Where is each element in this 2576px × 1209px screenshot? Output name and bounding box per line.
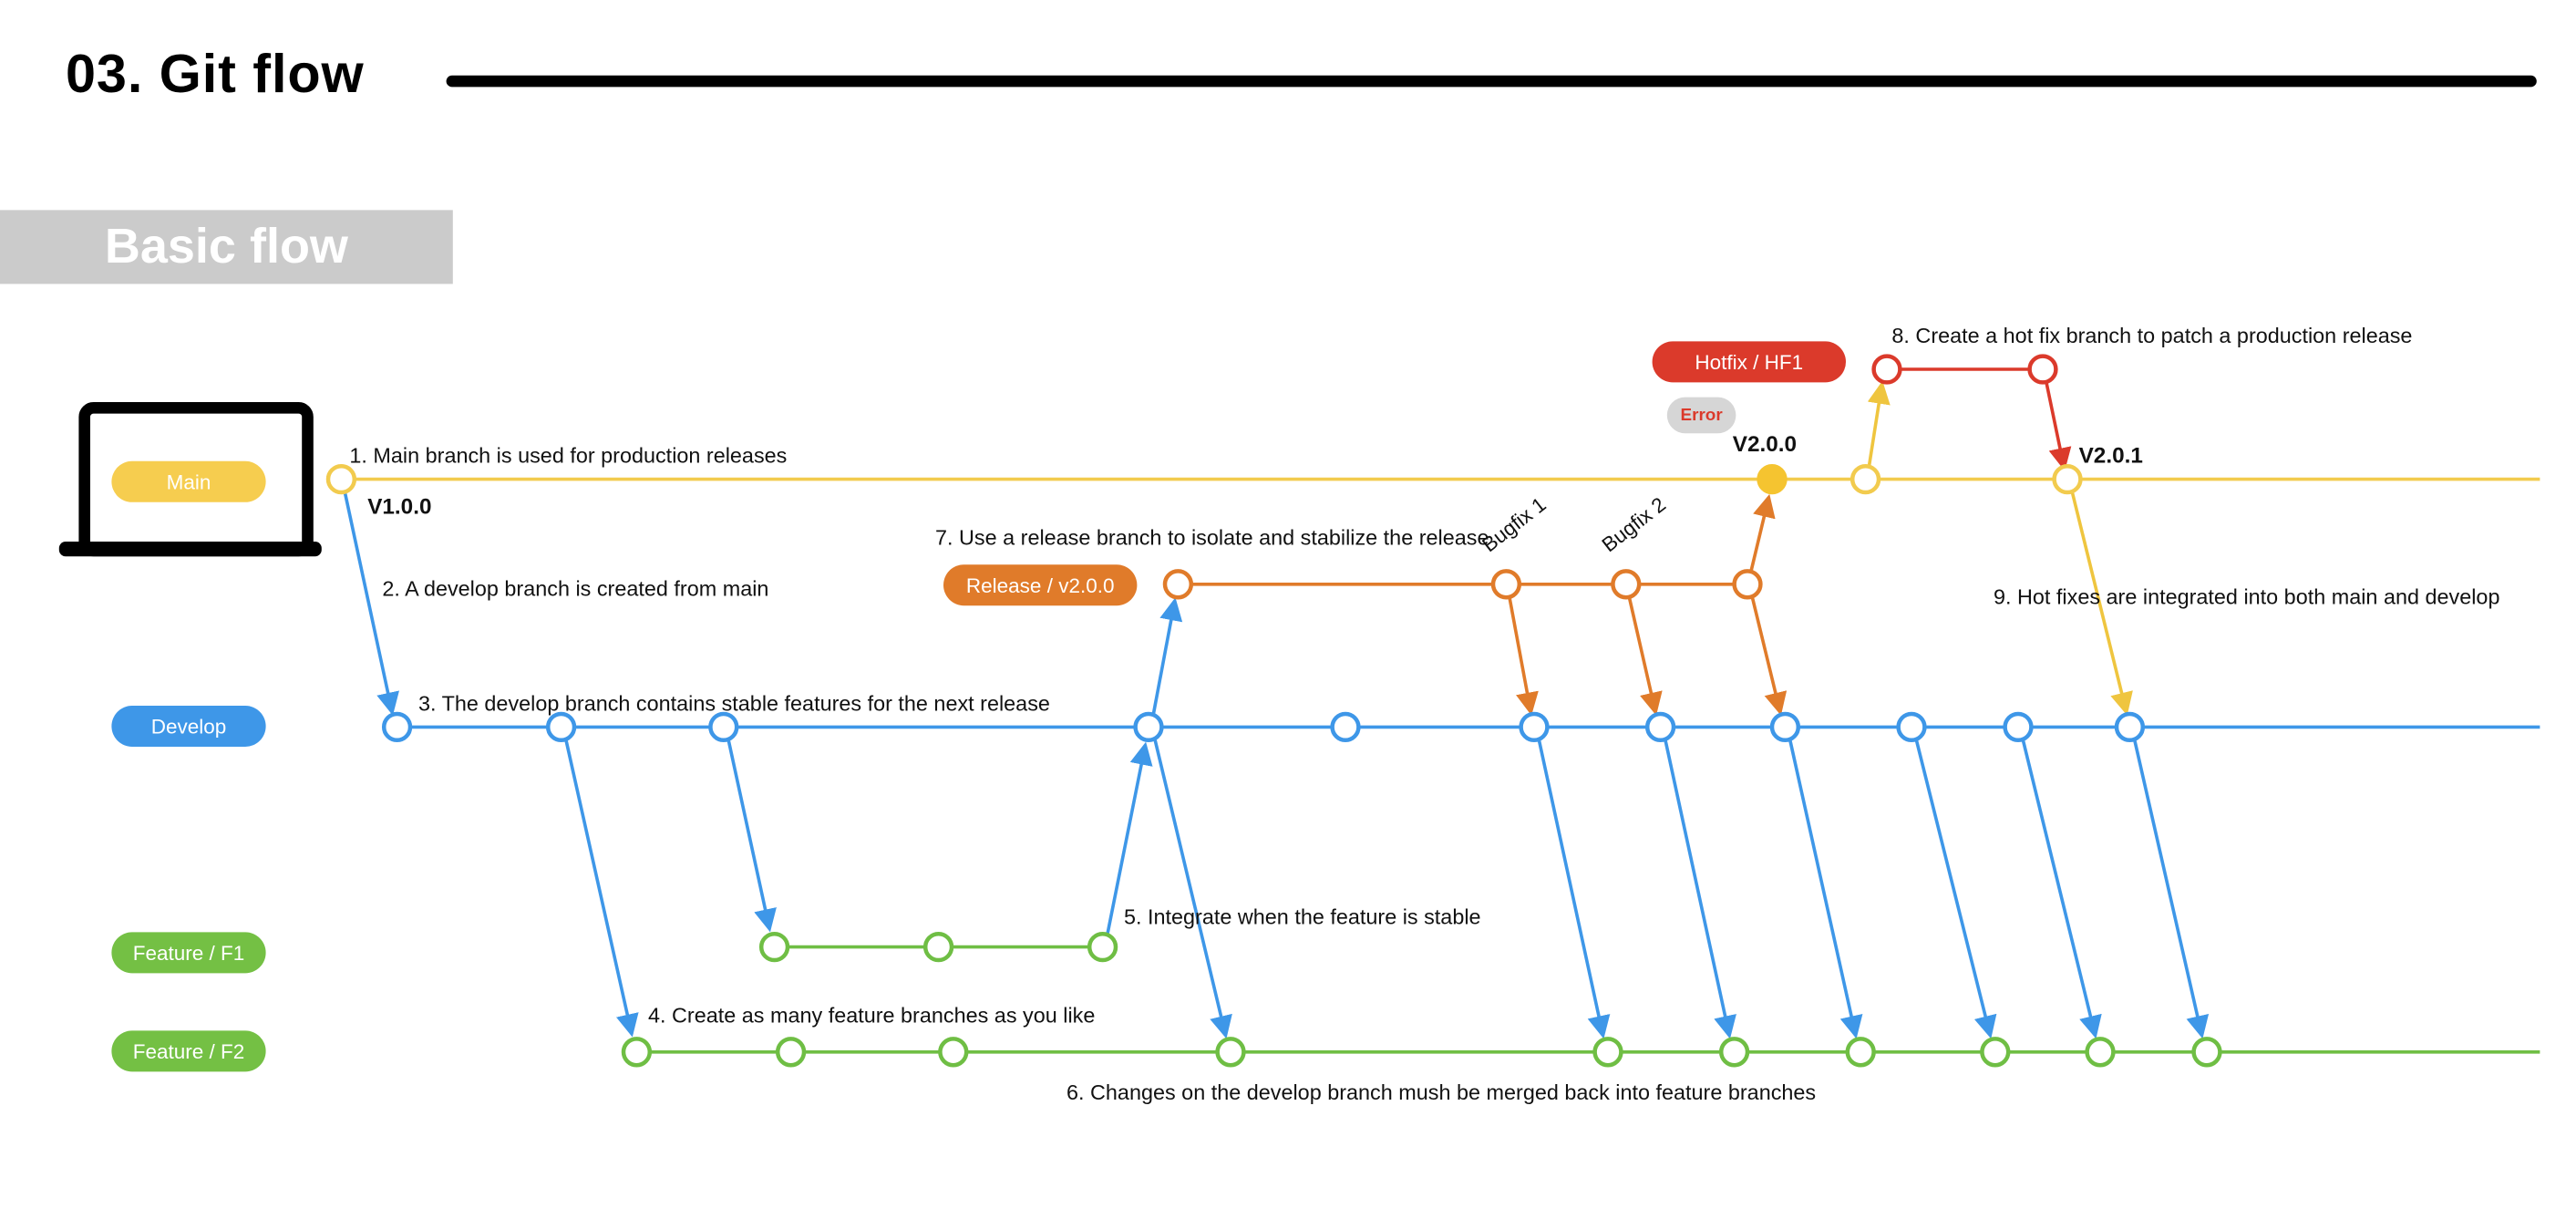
arrow-main-to-hotfix bbox=[1867, 380, 1891, 469]
commit-node-bugfix2 bbox=[1611, 569, 1642, 600]
annotation-7: 7. Use a release branch to isolate and s… bbox=[935, 525, 1489, 550]
commit-node bbox=[2027, 354, 2058, 385]
commit-node bbox=[708, 711, 739, 743]
commit-node bbox=[2114, 711, 2146, 743]
annotation-9: 9. Hot fixes are integrated into both ma… bbox=[1994, 584, 2500, 609]
feature1-branch-commits bbox=[758, 931, 1118, 963]
commit-node bbox=[922, 931, 954, 963]
arrow-develop-merge-feature2 bbox=[1153, 739, 1232, 1039]
commit-node bbox=[1732, 569, 1763, 600]
annotation-1: 1. Main branch is used for production re… bbox=[349, 443, 788, 468]
commit-node bbox=[1087, 931, 1118, 963]
annotation-5: 5. Integrate when the feature is stable bbox=[1124, 904, 1481, 929]
annotation-4: 4. Create as many feature branches as yo… bbox=[648, 1002, 1096, 1028]
section-label: Basic flow bbox=[104, 220, 348, 274]
commit-node bbox=[1330, 711, 1361, 743]
branch-label-hotfix: Hotfix / HF1 bbox=[1652, 341, 1846, 383]
commit-node bbox=[758, 931, 790, 963]
commit-node bbox=[1133, 711, 1164, 743]
commit-node bbox=[775, 1037, 807, 1068]
arrow-hotfix-merge-develop bbox=[2070, 491, 2133, 716]
release-branch-commits bbox=[1162, 569, 1763, 600]
develop-branch-commits bbox=[381, 711, 2146, 743]
commit-node bbox=[1718, 1037, 1750, 1068]
arrow-hotfix-merge-main bbox=[2044, 380, 2072, 471]
feature2-branch-commits bbox=[621, 1037, 2222, 1068]
branch-merge-arrows bbox=[343, 380, 2210, 1039]
commit-node bbox=[1769, 711, 1801, 743]
commit-node bbox=[325, 463, 357, 495]
arrow-develop-merge-feature2 bbox=[2021, 739, 2102, 1039]
commit-node bbox=[1215, 1037, 1246, 1068]
commit-node bbox=[1980, 1037, 2011, 1068]
annotation-6: 6. Changes on the develop branch mush be… bbox=[1066, 1080, 1817, 1105]
commit-node bbox=[2003, 711, 2034, 743]
arrow-feature1-merge-develop bbox=[1106, 741, 1153, 935]
commit-node bbox=[1644, 711, 1676, 743]
arrow-release-merge-develop bbox=[1750, 596, 1788, 716]
main-branch-commits bbox=[325, 463, 2083, 495]
branch-label-release: Release / v2.0.0 bbox=[943, 564, 1138, 606]
commit-node bbox=[545, 711, 577, 743]
arrow-main-to-develop bbox=[343, 490, 399, 716]
commit-node bbox=[1592, 1037, 1623, 1068]
annotation-8: 8. Create a hot fix branch to patch a pr… bbox=[1891, 323, 2413, 348]
commit-node bbox=[2191, 1037, 2222, 1068]
commit-node-v200 bbox=[1757, 463, 1788, 495]
commit-node bbox=[1845, 1037, 1876, 1068]
hotfix-branch-commits bbox=[1871, 354, 2058, 385]
tag-v2-0-0: V2.0.0 bbox=[1732, 431, 1798, 457]
arrow-develop-to-feature2 bbox=[564, 739, 639, 1038]
commit-node-bugfix1 bbox=[1490, 569, 1522, 600]
commit-node-v201 bbox=[2052, 463, 2083, 495]
error-badge: Error bbox=[1666, 397, 1736, 434]
commit-node bbox=[1162, 569, 1194, 600]
laptop-base-icon bbox=[58, 542, 322, 557]
arrow-develop-merge-feature2 bbox=[1664, 739, 1736, 1039]
section-header: Basic flow bbox=[0, 210, 453, 284]
branch-label-main: Main bbox=[111, 460, 266, 502]
arrow-release-merge-main bbox=[1748, 493, 1776, 574]
branch-label-feature1: Feature / F1 bbox=[111, 932, 266, 974]
branch-label-feature2: Feature / F2 bbox=[111, 1030, 266, 1072]
commit-node bbox=[2085, 1037, 2116, 1068]
arrow-develop-merge-feature2 bbox=[1914, 739, 1997, 1039]
tag-v1-0-0: V1.0.0 bbox=[367, 493, 432, 519]
arrow-develop-merge-feature2 bbox=[1788, 739, 1863, 1039]
annotation-2: 2. A develop branch is created from main bbox=[382, 575, 769, 601]
branch-label-develop: Develop bbox=[111, 706, 266, 747]
title-rule bbox=[446, 75, 2537, 88]
arrow-bugfix2-merge-develop bbox=[1627, 596, 1663, 716]
tag-v2-0-1: V2.0.1 bbox=[2078, 443, 2143, 468]
commit-node bbox=[1850, 463, 1881, 495]
commit-node bbox=[1871, 354, 1902, 385]
arrow-develop-to-feature1 bbox=[726, 739, 777, 933]
annotation-3: 3. The develop branch contains stable fe… bbox=[418, 690, 1050, 716]
arrow-bugfix1-merge-develop bbox=[1508, 596, 1539, 716]
commit-node bbox=[381, 711, 413, 743]
arrow-develop-merge-feature2 bbox=[2133, 739, 2210, 1039]
commit-node bbox=[621, 1037, 653, 1068]
arrow-develop-to-release bbox=[1151, 597, 1183, 715]
commit-node bbox=[938, 1037, 969, 1068]
commit-node bbox=[1519, 711, 1550, 743]
page-title: 03. Git flow bbox=[66, 42, 365, 104]
arrow-develop-merge-feature2 bbox=[1537, 739, 1611, 1039]
commit-node bbox=[1896, 711, 1927, 743]
